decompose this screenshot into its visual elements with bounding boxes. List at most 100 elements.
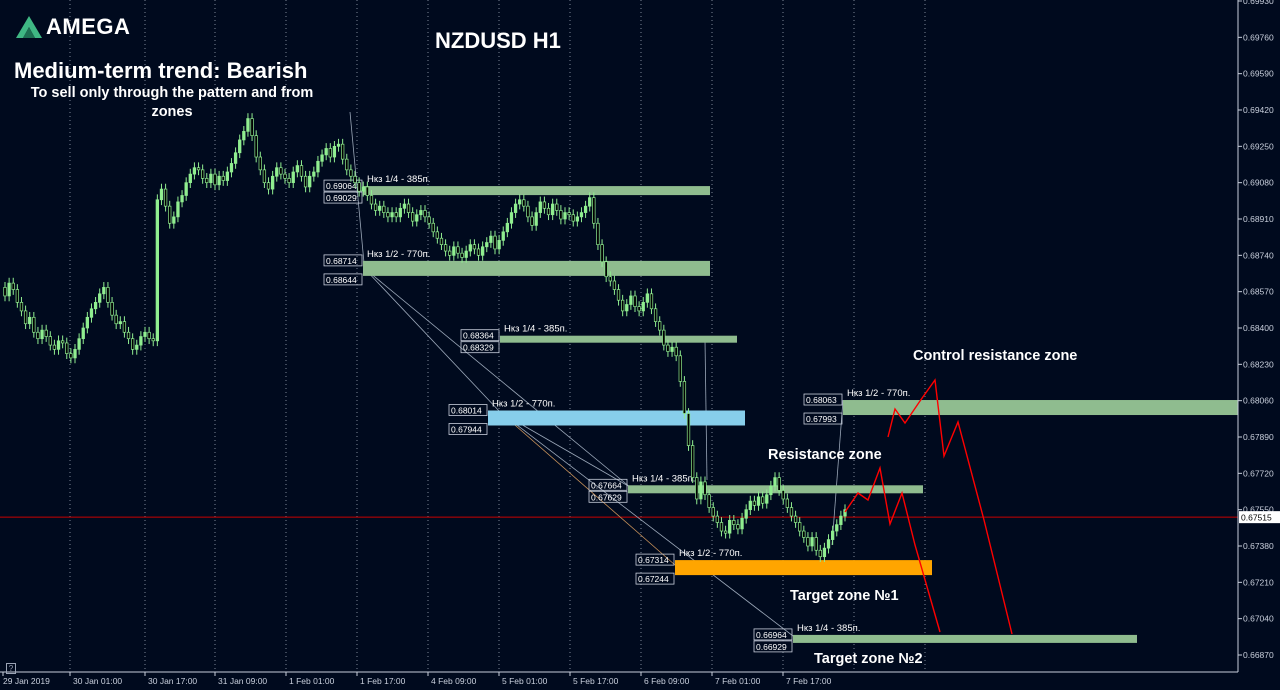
annotation-resistance: Resistance zone (768, 447, 882, 463)
candle-body (567, 212, 571, 216)
candle-body (629, 295, 633, 305)
zone-price-tag (323, 179, 363, 192)
candle-body (262, 169, 267, 184)
zone-label: Нкз 1/2 - 770п. (679, 548, 742, 559)
candle-body (427, 216, 431, 224)
candle-body (822, 547, 827, 558)
candle-body (279, 167, 283, 175)
candle-body (666, 344, 670, 352)
candle-body (65, 342, 69, 354)
candle-body (349, 169, 353, 177)
candle-body (7, 282, 11, 297)
candle-body (518, 199, 522, 205)
candle-body (48, 336, 52, 346)
candle-body (11, 282, 15, 290)
candle-body (69, 353, 73, 359)
candle-body (600, 244, 604, 263)
candle-body (217, 175, 221, 186)
candle-body (592, 197, 596, 224)
candle-body (464, 250, 468, 258)
candle-body (192, 167, 197, 175)
y-tick-label: 0.69420 (1243, 105, 1274, 115)
candle-body (620, 299, 625, 312)
candle-body (575, 216, 580, 222)
candle-body (415, 214, 419, 222)
guide-line (363, 267, 631, 488)
candle-body (188, 173, 192, 184)
y-tick-label: 0.68570 (1243, 287, 1274, 297)
projection-path (844, 465, 941, 633)
candle-body (332, 145, 337, 158)
zone-price-bottom: 0.68644 (326, 275, 357, 285)
y-tick-label: 0.66870 (1243, 650, 1274, 660)
candle-body (270, 175, 275, 190)
candle-body (81, 327, 85, 340)
zone-price-tag (803, 412, 843, 425)
candle-body (410, 212, 415, 222)
brand-name: AMEGA (46, 14, 131, 39)
zone-price-tag (460, 341, 500, 354)
candle-body (526, 205, 530, 218)
candle-body (769, 485, 773, 496)
candle-body (583, 205, 588, 213)
candle-body (3, 287, 7, 297)
candle-body (760, 496, 765, 504)
candle-body (530, 216, 534, 226)
candle-body (242, 131, 246, 141)
y-tick-label: 0.67380 (1243, 541, 1274, 551)
candle-body (246, 118, 250, 132)
candle-body (419, 210, 423, 216)
candle-body (221, 175, 225, 181)
candle-body (32, 316, 36, 333)
candle-body (23, 310, 28, 325)
candle-body (44, 329, 48, 337)
zone-price-tag (448, 423, 488, 435)
zone-label: Нкз 1/2 - 770п. (492, 398, 555, 409)
candle-body (826, 539, 831, 549)
zone-price-tag (460, 329, 500, 342)
candle-body (443, 244, 448, 252)
zone-price-tag (588, 478, 628, 491)
candle-body (509, 212, 514, 224)
y-tick-label: 0.67210 (1243, 577, 1274, 587)
candle-body (110, 302, 114, 316)
y-tick-label: 0.67550 (1243, 505, 1274, 515)
candle-body (402, 203, 407, 209)
candle-body (456, 246, 460, 254)
candle-body (15, 289, 20, 303)
x-tick-label: 1 Feb 01:00 (289, 676, 335, 686)
candle-body (649, 293, 654, 310)
candle-body (209, 173, 213, 184)
help-corner-icon[interactable]: ? (6, 663, 16, 674)
candle-body (93, 302, 98, 310)
zone-rect (843, 400, 1238, 416)
candle-body (28, 316, 32, 325)
candle-body (732, 520, 736, 525)
candle-body (781, 490, 785, 500)
zone-price-bottom: 0.67944 (451, 424, 482, 434)
candle-body (670, 346, 674, 352)
candle-body (460, 252, 464, 258)
candle-body (810, 537, 814, 547)
y-tick-label: 0.67720 (1243, 468, 1274, 478)
candle-body (744, 509, 748, 519)
y-tick-label: 0.68230 (1243, 359, 1274, 369)
x-tick-label: 6 Feb 09:00 (644, 676, 690, 686)
candle-body (135, 344, 139, 350)
candle-body (715, 515, 720, 523)
zone-price-bottom: 0.67244 (638, 574, 669, 584)
candle-body (645, 293, 650, 303)
candle-body (320, 154, 324, 162)
candle-body (168, 205, 172, 224)
candle-body (328, 148, 332, 158)
zone-price-tag (448, 404, 488, 416)
candle-body (382, 205, 386, 213)
candle-body (439, 237, 444, 245)
x-tick-label: 5 Feb 17:00 (573, 676, 619, 686)
candle-body (814, 537, 818, 551)
amega-chevron-icon (16, 16, 42, 38)
candle-body (538, 201, 542, 213)
projection-path (887, 378, 1013, 635)
